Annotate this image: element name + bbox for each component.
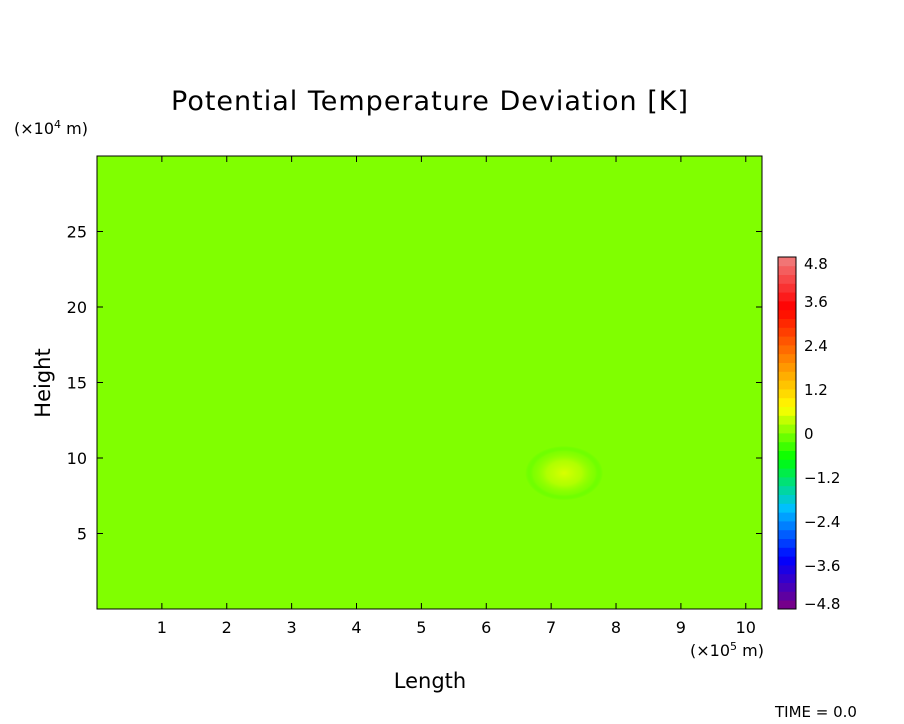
colorbar-level: [778, 265, 796, 275]
colorbar-tick-label: 4.8: [804, 255, 828, 273]
colorbar-level: [778, 468, 796, 478]
colorbar-level: [778, 573, 796, 583]
colorbar-level: [778, 336, 796, 346]
x-tick-label: 5: [416, 618, 426, 637]
x-tick-label: 6: [481, 618, 491, 637]
x-unit-exponent: 5: [730, 640, 737, 653]
colorbar-level: [778, 512, 796, 522]
x-unit-prefix: (×10: [690, 641, 730, 660]
colorbar-level: [778, 538, 796, 548]
colorbar-level: [778, 477, 796, 487]
colorbar-level: [778, 503, 796, 513]
colorbar-level: [778, 371, 796, 381]
x-axis-label: Length: [394, 669, 466, 693]
colorbar-level: [778, 521, 796, 531]
x-unit-label: (×105 m): [690, 640, 764, 660]
colorbar-level: [778, 283, 796, 293]
colorbar-level: [778, 345, 796, 355]
colorbar-level: [778, 485, 796, 495]
colorbar-level: [778, 547, 796, 557]
colorbar-level: [778, 318, 796, 328]
colorbar-level: [778, 529, 796, 539]
x-tick-label: 4: [351, 618, 361, 637]
colorbar-tick-label: 0: [804, 425, 814, 443]
colorbar-frame: [777, 256, 797, 610]
colorbar-level: [778, 450, 796, 460]
chart-title: Potential Temperature Deviation [K]: [171, 86, 689, 117]
colorbar-tick-label: 3.6: [804, 293, 828, 311]
x-tick-label: 7: [546, 618, 556, 637]
colorbar-level: [778, 582, 796, 592]
colorbar: 4.8 3.6 2.4 1.2 0 −1.2 −2.4 −3.6 −4.8: [777, 255, 840, 613]
y-unit-prefix: (×10: [14, 119, 54, 138]
colorbar-level: [778, 424, 796, 434]
y-axis: 5 10 15 20 25: [67, 223, 762, 544]
y-tick-label: 20: [67, 298, 87, 317]
y-axis-label: Height: [31, 348, 55, 417]
y-unit-exponent: 4: [54, 118, 61, 131]
colorbar-level: [778, 380, 796, 390]
colorbar-tick-label: −3.6: [804, 557, 840, 575]
y-tick-label: 5: [77, 525, 87, 544]
colorbar-level: [778, 406, 796, 416]
colorbar-level: [778, 353, 796, 363]
colorbar-level: [778, 600, 796, 610]
colorbar-level: [778, 565, 796, 575]
colorbar-tick-label: 2.4: [804, 337, 828, 355]
colorbar-level: [778, 362, 796, 372]
colorbar-level: [778, 327, 796, 337]
x-tick-label: 2: [222, 618, 232, 637]
x-tick-label: 10: [736, 618, 756, 637]
time-annotation: TIME = 0.0: [774, 703, 857, 721]
warm-bubble: [525, 445, 604, 501]
colorbar-tick-label: −1.2: [804, 469, 840, 487]
x-tick-label: 8: [611, 618, 621, 637]
plot-area: [96, 155, 763, 610]
colorbar-level: [778, 257, 796, 267]
y-unit-suffix: m): [61, 119, 88, 138]
colorbar-tick-label: −4.8: [804, 595, 840, 613]
x-tick-label: 1: [157, 618, 167, 637]
field-background: [97, 156, 762, 609]
colorbar-level: [778, 274, 796, 284]
colorbar-level: [778, 415, 796, 425]
colorbar-level: [778, 441, 796, 451]
colorbar-level: [778, 459, 796, 469]
colorbar-level: [778, 591, 796, 601]
y-tick-label: 10: [67, 449, 87, 468]
colorbar-level: [778, 494, 796, 504]
x-axis: 1 2 3 4 5 6 7 8 9 10: [157, 156, 756, 637]
y-tick-label: 25: [67, 223, 87, 242]
x-unit-suffix: m): [737, 641, 764, 660]
colorbar-tick-label: 1.2: [804, 381, 828, 399]
colorbar-level: [778, 292, 796, 302]
colorbar-level: [778, 389, 796, 399]
y-tick-label: 15: [67, 374, 87, 393]
y-unit-label: (×104 m): [14, 118, 88, 138]
colorbar-level: [778, 301, 796, 311]
x-tick-label: 9: [676, 618, 686, 637]
colorbar-level: [778, 433, 796, 443]
colorbar-level: [778, 397, 796, 407]
colorbar-level: [778, 556, 796, 566]
colorbar-level: [778, 309, 796, 319]
x-tick-label: 3: [287, 618, 297, 637]
colorbar-tick-label: −2.4: [804, 513, 840, 531]
